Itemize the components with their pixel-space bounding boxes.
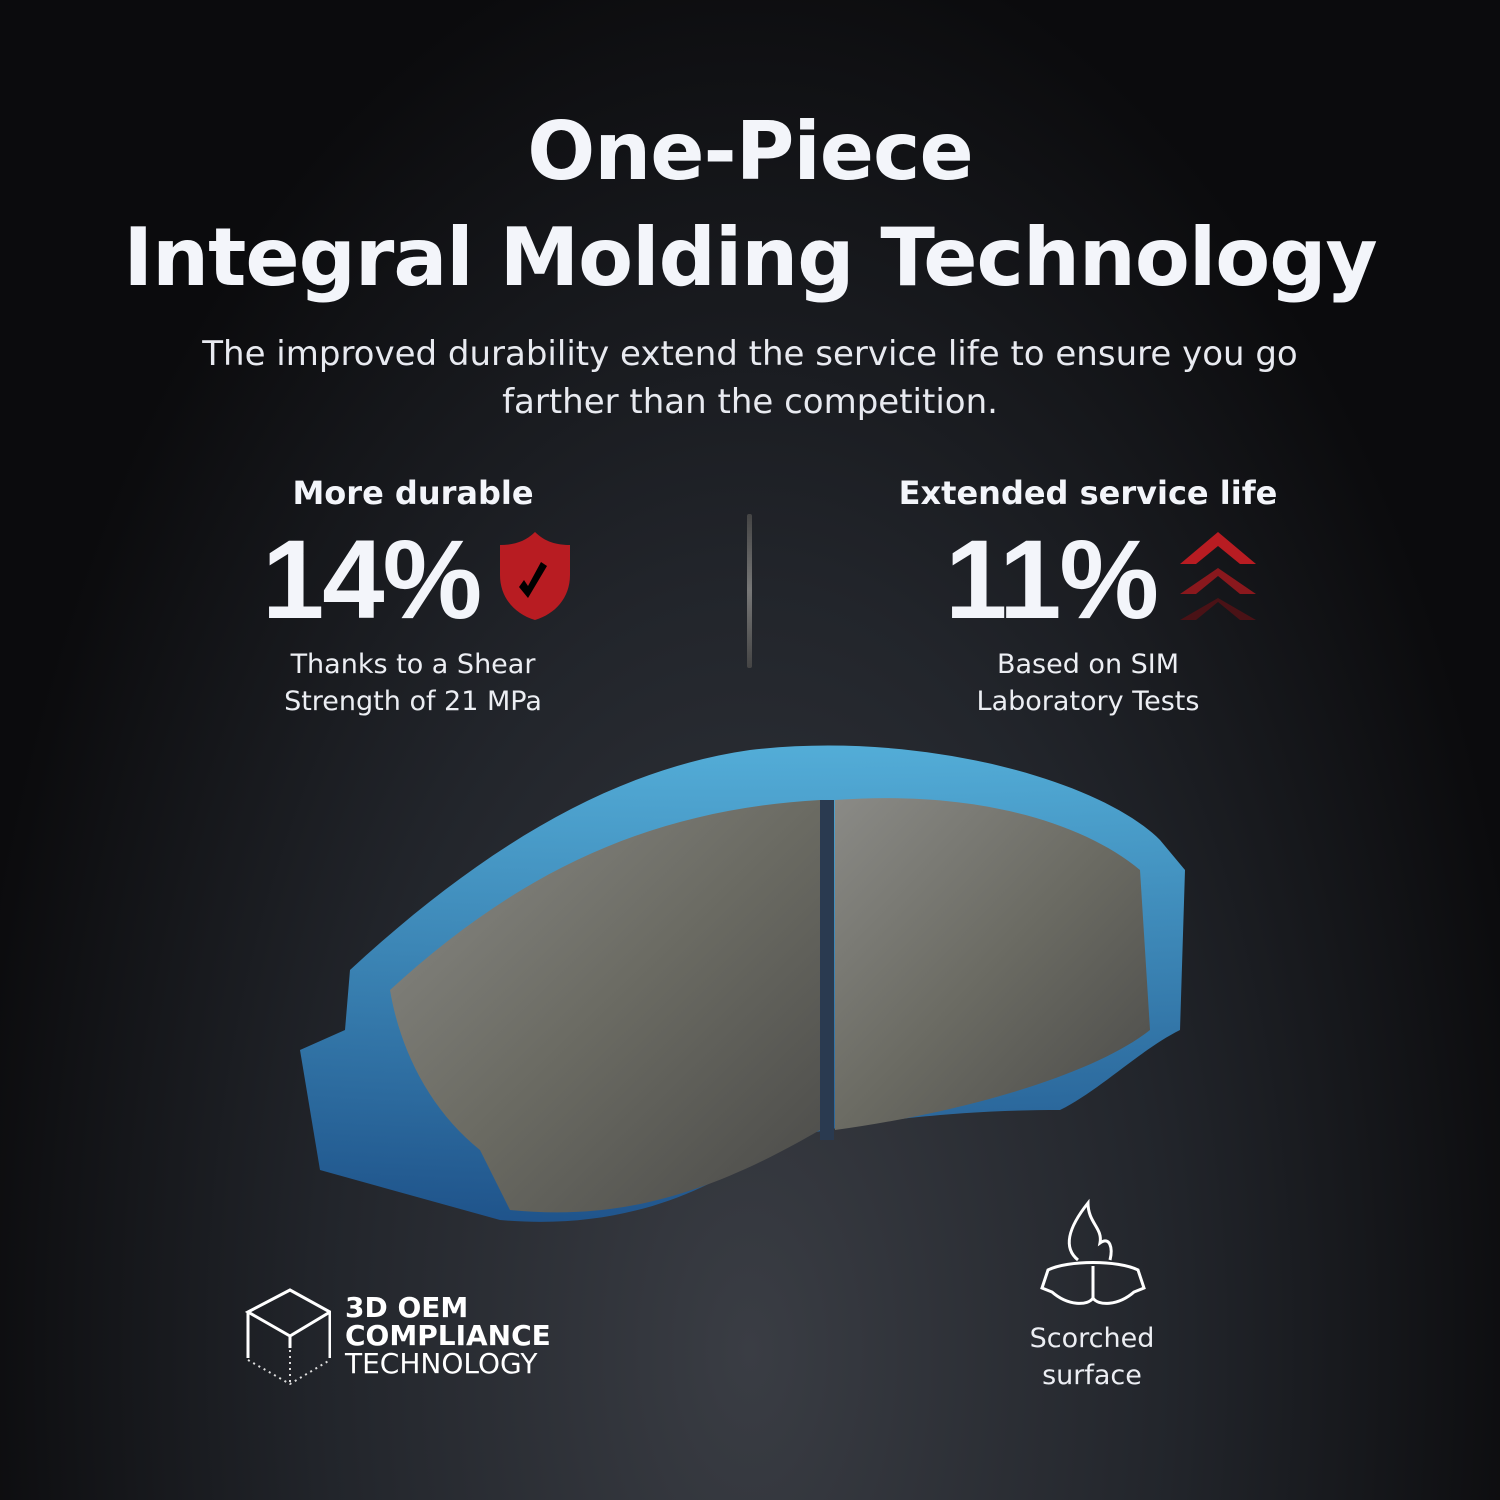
note-line: Thanks to a Shear (290, 649, 536, 680)
triple-chevron-up-icon (1180, 532, 1256, 620)
badge-line: Scorched (1029, 1323, 1155, 1354)
title-line-1: One-Piece (527, 105, 973, 198)
divider (747, 514, 752, 668)
compliance-badge: 3D OEM COMPLIANCE TECHNOLOGY (345, 1294, 551, 1378)
badge-line: TECHNOLOGY (345, 1347, 538, 1380)
badge-line: surface (1042, 1360, 1142, 1391)
brake-pad-image (300, 745, 1185, 1222)
cube-icon (245, 1288, 331, 1386)
note-line: Laboratory Tests (976, 686, 1200, 717)
stat-heading-service-life: Extended service life (898, 474, 1278, 512)
note-line: Strength of 21 MPa (284, 686, 542, 717)
title-line-2: Integral Molding Technology (123, 211, 1377, 304)
stat-heading-durable: More durable (292, 474, 534, 512)
stat-value-durable: 14% (262, 517, 482, 642)
stat-note-durable: Thanks to a Shear Strength of 21 MPa (213, 646, 613, 720)
scorched-badge: Scorched surface (992, 1320, 1192, 1394)
shield-check-icon (500, 532, 570, 620)
stat-note-service-life: Based on SIM Laboratory Tests (888, 646, 1288, 720)
note-line: Based on SIM (996, 649, 1180, 680)
stat-value-service-life: 11% (945, 517, 1159, 642)
badge-line: COMPLIANCE (345, 1319, 551, 1352)
subtitle: The improved durability extend the servi… (202, 334, 1298, 422)
badge-line: 3D OEM (345, 1291, 469, 1324)
flame-brake-pad-icon (1040, 1198, 1146, 1305)
